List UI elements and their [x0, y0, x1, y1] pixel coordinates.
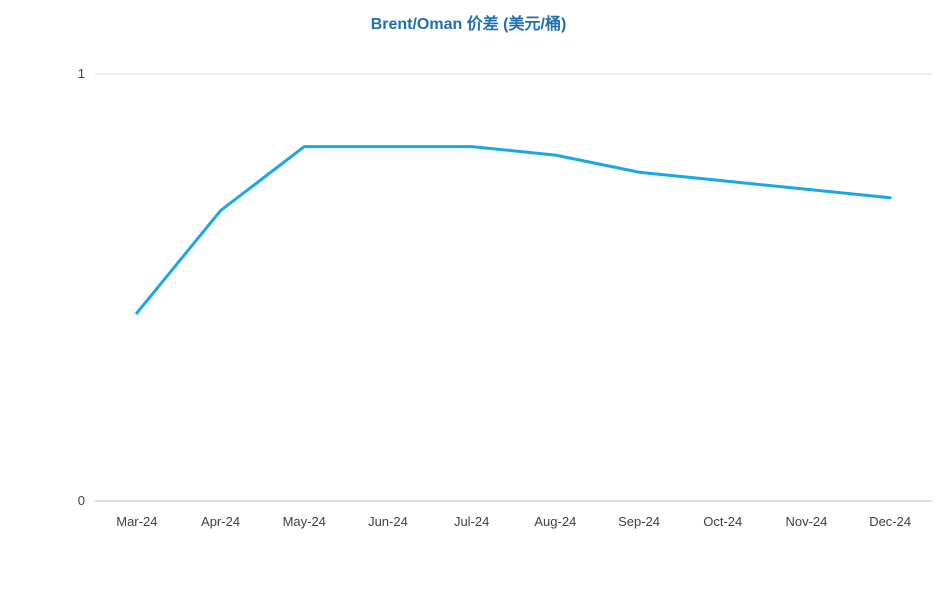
data-point: [554, 154, 557, 157]
x-tick-label: Aug-24: [534, 514, 576, 529]
axes: 0 1 Mar-24 Apr-24 May-24 Jun-24 Jul-24 Aug-24 Se…: [78, 66, 911, 529]
data-point: [889, 196, 892, 199]
data-point: [135, 312, 138, 315]
data-point: [470, 145, 473, 148]
gridlines: [95, 73, 932, 502]
x-tick-label: Dec-24: [869, 514, 911, 529]
data-point: [303, 145, 306, 148]
series-line: [135, 145, 892, 315]
data-point: [386, 145, 389, 148]
x-tick-label: Mar-24: [116, 514, 157, 529]
x-tick-label: Oct-24: [703, 514, 742, 529]
data-point: [721, 179, 724, 182]
data-point: [638, 171, 641, 174]
data-point: [805, 188, 808, 191]
data-point: [219, 209, 222, 212]
chart-title: Brent/Oman 价差 (美元/桶): [370, 16, 567, 33]
x-tick-label: Sep-24: [618, 514, 660, 529]
x-tick-label: May-24: [283, 514, 326, 529]
x-tick-label: Jul-24: [454, 514, 489, 529]
y-tick-label: 0: [78, 493, 85, 508]
x-tick-label: Nov-24: [785, 514, 827, 529]
y-tick-label: 1: [78, 66, 85, 81]
x-tick-label: Apr-24: [201, 514, 240, 529]
x-tick-label: Jun-24: [368, 514, 408, 529]
series-layer: [135, 145, 892, 315]
